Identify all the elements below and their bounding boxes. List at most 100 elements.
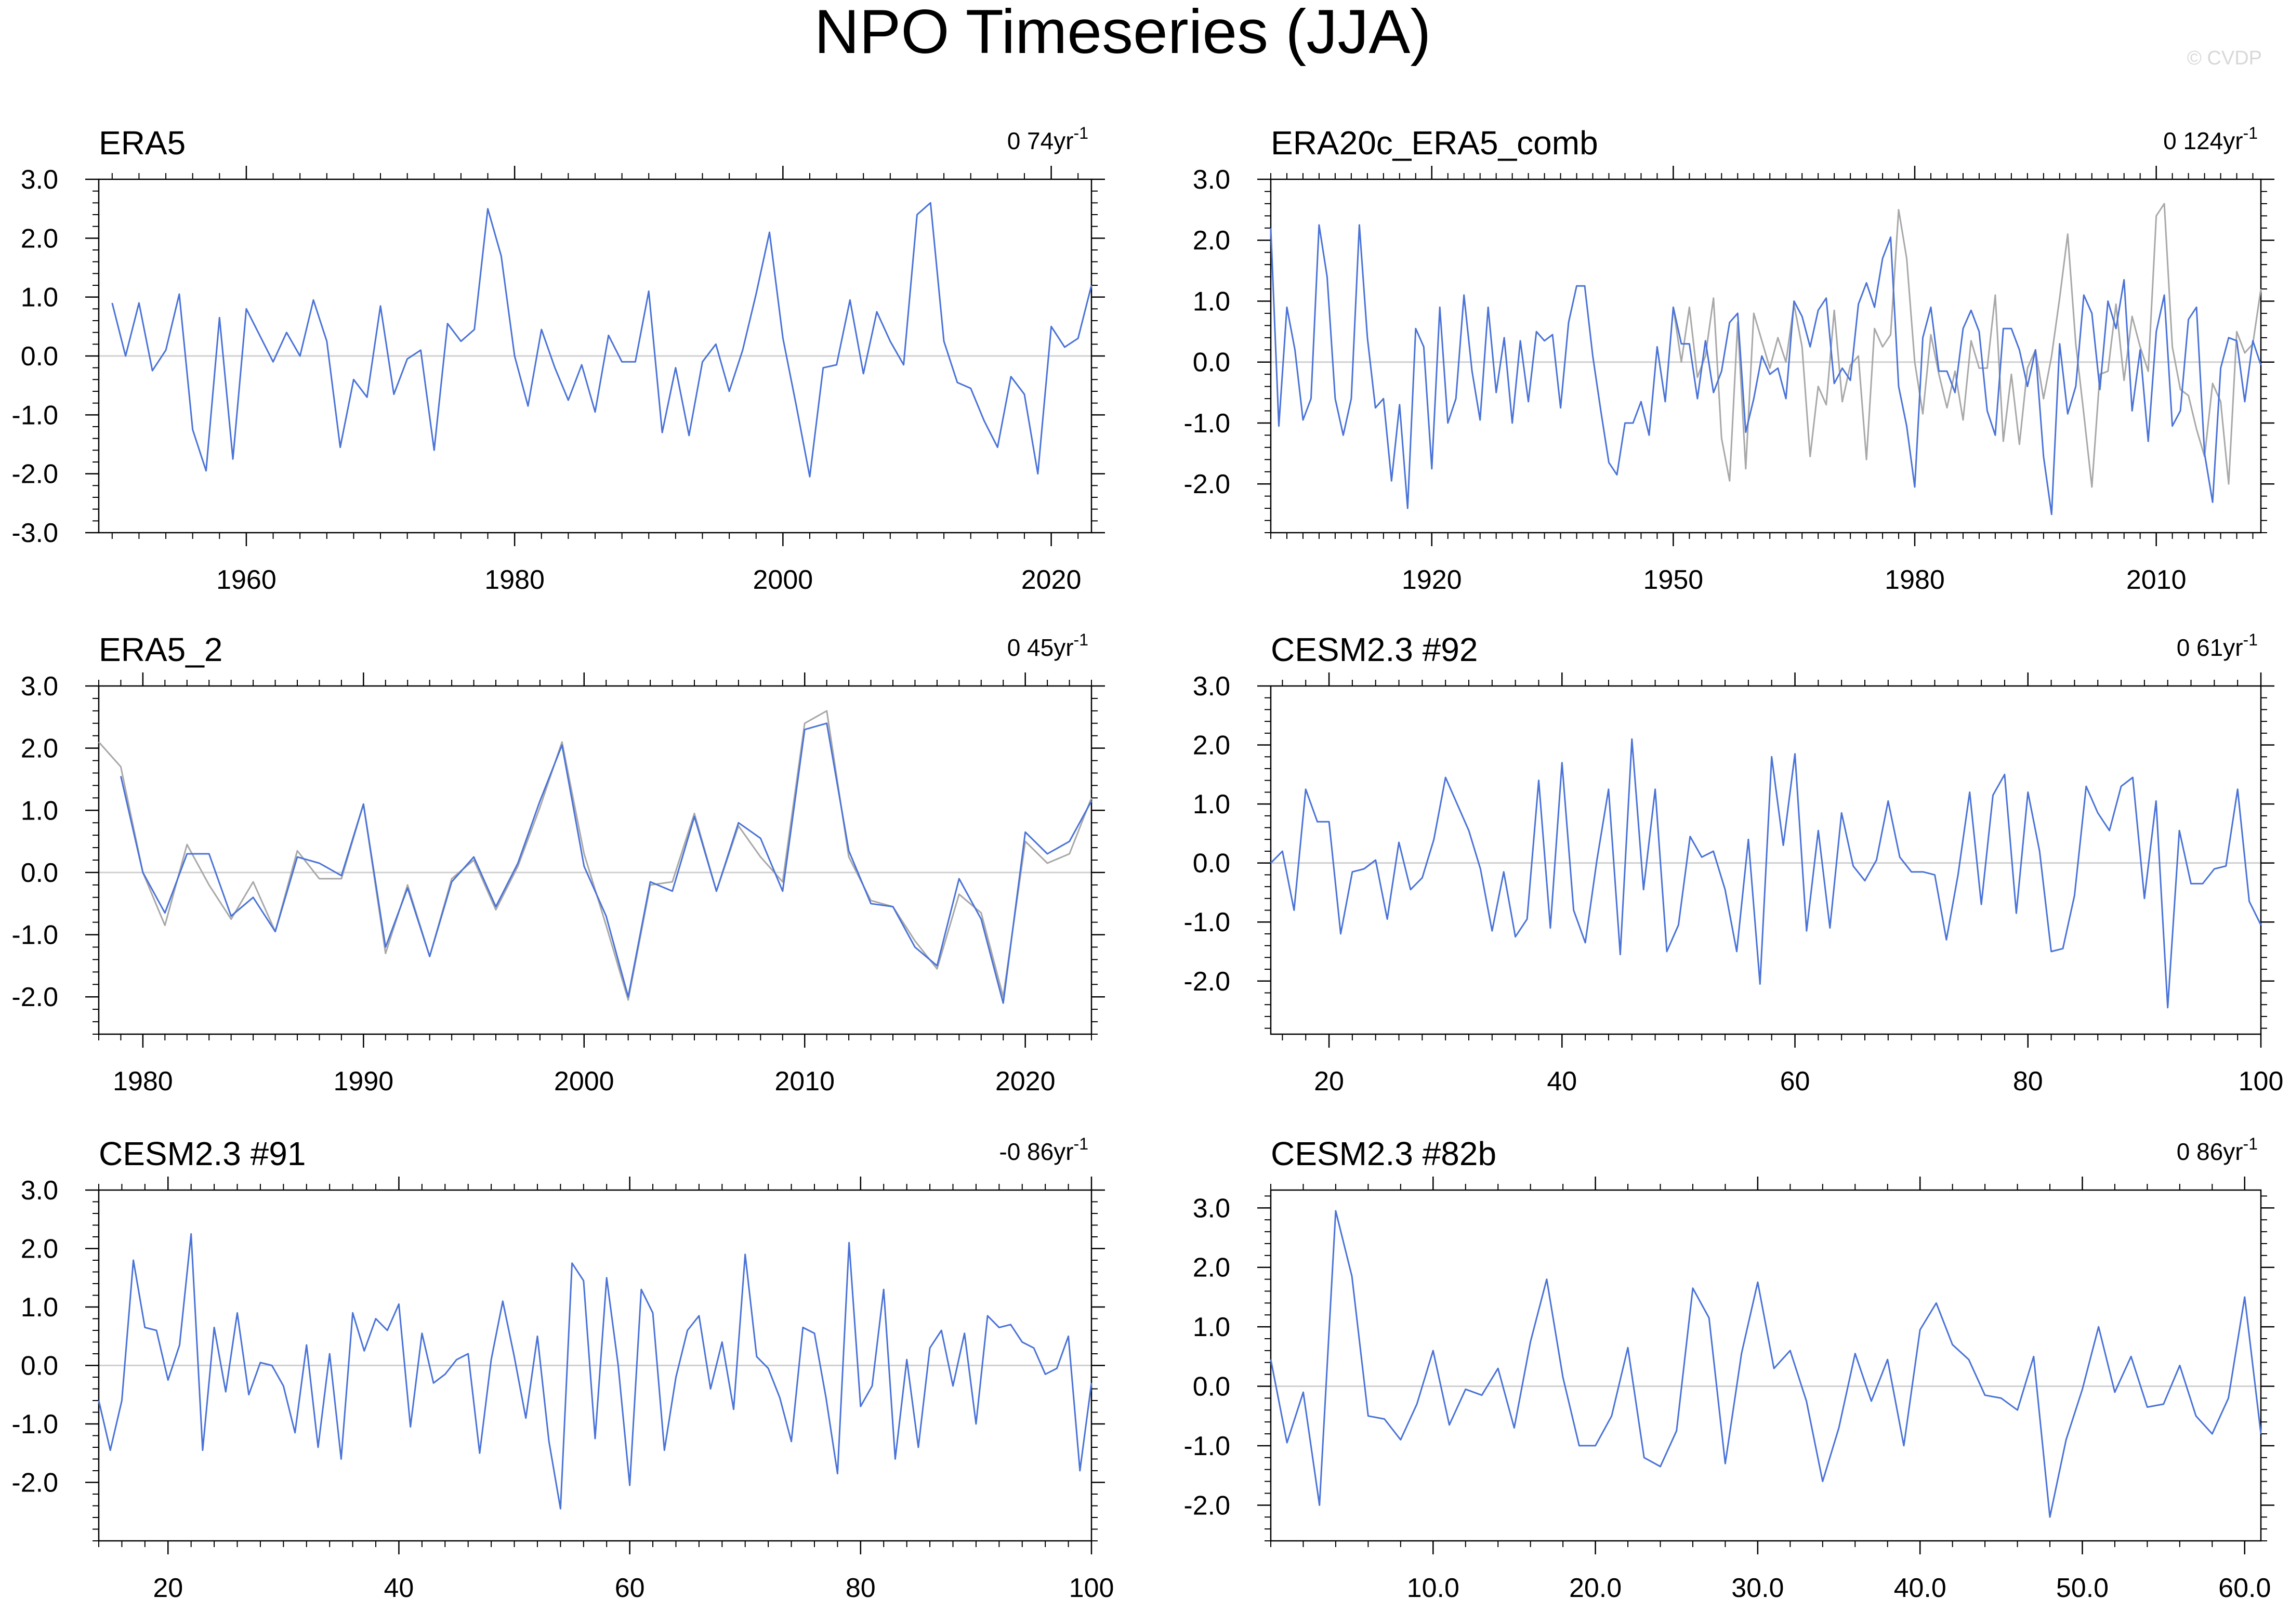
series-line-secondary	[1672, 203, 2262, 488]
y-tick-label: 2.0	[21, 1234, 58, 1264]
y-tick-label: 1.0	[21, 796, 58, 826]
y-tick-label: 0.0	[1193, 849, 1230, 879]
trend-value: 0 124yr	[2163, 127, 2243, 154]
x-tick-label: 100	[1069, 1573, 1114, 1603]
panel-3: ERA5_2 0 45yr-1 3.0 2.0 1.0 0.0 -1.0 -2.0 1980 19…	[11, 630, 1105, 1097]
y-tick-label: -1.0	[1183, 1431, 1230, 1461]
x-tick-label: 2000	[753, 565, 813, 595]
y-tick-label: -2.0	[11, 459, 58, 490]
x-tick-label: 20	[153, 1573, 183, 1603]
trend-exponent: -1	[1074, 124, 1088, 142]
panel-1: ERA5 0 74yr-1 3.0 2.0 1.0 0.0 -1.0 -2.0 -3.0 1960…	[11, 124, 1105, 595]
y-tick-label: -2.0	[1183, 1490, 1230, 1521]
x-tick-label: 1980	[113, 1066, 173, 1097]
x-tick-label: 1980	[484, 565, 545, 595]
trend-annotation: 0 86yr-1	[2177, 1134, 2258, 1165]
panel-5: CESM2.3 #91 -0 86yr-1 3.0 2.0 1.0 0.0 -1.0 -2.0…	[11, 1134, 1114, 1603]
trend-annotation: 0 74yr-1	[1007, 124, 1088, 154]
x-tick-label: 40.0	[1894, 1573, 1946, 1603]
y-tick-label: 1.0	[1193, 1312, 1230, 1342]
y-tick-label: -1.0	[1183, 408, 1230, 439]
x-tick-label: 30.0	[1731, 1573, 1784, 1603]
trend-value: 0 45yr	[1007, 634, 1074, 661]
trend-exponent: -1	[2243, 630, 2258, 649]
cvdp-watermark: © CVDP	[2187, 47, 2262, 69]
trend-value: 0 74yr	[1007, 127, 1074, 154]
y-tick-label: 3.0	[1193, 671, 1230, 702]
series-line-primary	[98, 1233, 1093, 1510]
y-tick-label: 3.0	[1193, 165, 1230, 195]
x-tick-label: 1990	[333, 1066, 393, 1097]
y-tick-label: 2.0	[1193, 226, 1230, 256]
y-tick-label: 3.0	[21, 671, 58, 702]
x-tick-label: 10.0	[1407, 1573, 1459, 1603]
series-line-primary	[111, 202, 1093, 478]
x-tick-label: 60	[615, 1573, 645, 1603]
x-tick-label: 20	[1314, 1066, 1344, 1097]
x-tick-label: 40	[1547, 1066, 1577, 1097]
x-tick-label: 60	[1780, 1066, 1810, 1097]
x-tick-label: 2000	[554, 1066, 614, 1097]
y-tick-label: 0.0	[1193, 348, 1230, 378]
y-tick-label: 1.0	[1193, 789, 1230, 820]
panel-title: CESM2.3 #92	[1271, 631, 1478, 668]
x-tick-label: 40	[384, 1573, 414, 1603]
y-tick-label: 1.0	[21, 1292, 58, 1323]
trend-annotation: 0 124yr-1	[2163, 124, 2258, 154]
y-tick-label: 0.0	[21, 341, 58, 372]
x-tick-label: 2020	[995, 1066, 1056, 1097]
y-tick-label: 1.0	[21, 283, 58, 313]
trend-exponent: -1	[2243, 1134, 2258, 1153]
series-line-primary	[1270, 1210, 2262, 1518]
panel-title: ERA5	[99, 124, 186, 162]
x-tick-label: 2010	[774, 1066, 835, 1097]
y-tick-label: -1.0	[1183, 907, 1230, 938]
trend-value: -0 86yr	[999, 1138, 1073, 1165]
plot-frame	[98, 685, 1093, 1035]
trend-exponent: -1	[1074, 1134, 1088, 1153]
y-tick-label: -2.0	[1183, 469, 1230, 499]
series-line-primary	[120, 722, 1093, 1004]
y-tick-label: 2.0	[1193, 731, 1230, 761]
plot-frame	[1270, 1189, 2262, 1542]
y-tick-label: -1.0	[11, 920, 58, 950]
trend-annotation: 0 45yr-1	[1007, 630, 1088, 661]
series-line-primary	[1270, 224, 2262, 516]
x-tick-label: 2010	[2126, 565, 2187, 595]
trend-value: 0 86yr	[2177, 1138, 2243, 1165]
panel-2: ERA20c_ERA5_comb 0 124yr-1 3.0 2.0 1.0 0.0 -1.…	[1183, 124, 2274, 595]
y-tick-label: 2.0	[21, 734, 58, 764]
y-tick-label: -2.0	[1183, 967, 1230, 997]
y-tick-label: 2.0	[1193, 1253, 1230, 1283]
trend-annotation: -0 86yr-1	[999, 1134, 1088, 1165]
y-tick-label: 3.0	[21, 1176, 58, 1206]
trend-exponent: -1	[1074, 630, 1088, 649]
x-tick-label: 1920	[1402, 565, 1462, 595]
y-tick-label: -1.0	[11, 400, 58, 430]
panel-title: CESM2.3 #91	[99, 1135, 306, 1172]
y-tick-label: -3.0	[11, 518, 58, 548]
y-tick-label: -1.0	[11, 1409, 58, 1440]
x-tick-label: 80	[846, 1573, 876, 1603]
trend-annotation: 0 61yr-1	[2177, 630, 2258, 661]
x-tick-label: 100	[2239, 1066, 2284, 1097]
y-tick-label: 2.0	[21, 223, 58, 254]
y-tick-label: 0.0	[1193, 1372, 1230, 1402]
series-line-primary	[1270, 738, 2262, 1009]
x-tick-label: 80	[2013, 1066, 2043, 1097]
y-tick-label: 0.0	[21, 1351, 58, 1381]
x-tick-label: 1960	[216, 565, 277, 595]
series-line-secondary	[98, 710, 1093, 1001]
y-tick-label: -2.0	[11, 1468, 58, 1498]
panel-title: ERA20c_ERA5_comb	[1271, 124, 1598, 162]
y-tick-label: -2.0	[11, 982, 58, 1012]
trend-exponent: -1	[2243, 124, 2258, 142]
plot-frame	[1270, 685, 2262, 1035]
trend-value: 0 61yr	[2177, 634, 2243, 661]
figure-title: NPO Timeseries (JJA)	[814, 0, 1431, 67]
panel-title: ERA5_2	[99, 631, 222, 668]
x-tick-label: 1950	[1643, 565, 1704, 595]
panel-4: CESM2.3 #92 0 61yr-1 3.0 2.0 1.0 0.0 -1.0 -2.0 2…	[1183, 630, 2283, 1097]
